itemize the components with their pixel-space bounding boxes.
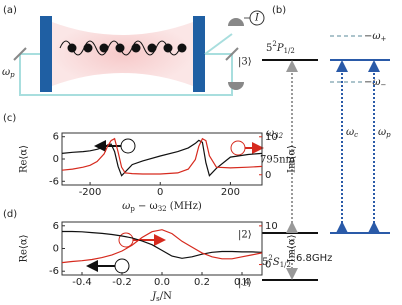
label-part: /N [160, 291, 172, 302]
t: 5 [262, 257, 268, 268]
x-tick-label: 0.2 [194, 277, 210, 288]
y-tick-label: -6 [49, 266, 59, 277]
t: 2 [272, 40, 276, 48]
t: 2 [268, 254, 272, 262]
x-tick-label: -0.2 [112, 277, 132, 288]
y2-tick-label: 0 [265, 170, 271, 181]
detector [228, 82, 244, 90]
label-part: (MHz) [167, 201, 202, 212]
panel-b: (b) |3⟩ |2⟩ |1⟩ 52P1/2 52S1/2 −ω+ −ω− ω3… [238, 5, 391, 289]
mirror [193, 16, 205, 92]
sideband-label: −ω+ [364, 31, 387, 44]
t: P [276, 43, 284, 54]
ket: |1⟩ [238, 278, 252, 289]
panel-label: (c) [3, 113, 16, 124]
mirror [40, 16, 52, 92]
ket: |3⟩ [238, 57, 252, 68]
panel-a: (a) I ωp [2, 5, 265, 96]
chart: (d) -0.4 -0.2 0.0 0.2 0.4 -6 0 6 0 10 Re⟨α⟩ Im⟨α⟩ Js/… [3, 209, 298, 303]
subscript: 32 [158, 205, 167, 213]
y-tick-label: 6 [53, 221, 59, 232]
label-part: ω [122, 201, 130, 212]
t: 32 [274, 132, 283, 140]
wavelength: 795nm [260, 155, 296, 166]
x-tick-label: 0.4 [234, 277, 250, 288]
y-axis-label: Re⟨α⟩ [19, 145, 30, 173]
subscript: s [156, 295, 160, 303]
y-axis-label: Re⟨α⟩ [19, 234, 30, 262]
ket: |2⟩ [238, 230, 252, 241]
beam-splitter [13, 47, 27, 61]
symbol: ω [2, 67, 10, 78]
label-part: − ω [135, 201, 158, 212]
y-tick-label: 0 [53, 154, 59, 165]
x-tick-label: 200 [221, 187, 240, 198]
annotations-c [94, 138, 264, 156]
x-tick-label: 0.0 [154, 277, 170, 288]
probe-label: ωp [378, 127, 391, 140]
y2-tick-label: 10 [265, 132, 278, 143]
t: −ω [364, 31, 381, 42]
atoms [67, 43, 187, 53]
beam-splitter [225, 47, 239, 61]
series-line [61, 229, 263, 264]
x-tick-label: -0.4 [72, 277, 92, 288]
x-axis-label: Js/N [150, 291, 172, 304]
probe-label: ωp [2, 67, 15, 80]
marker-circle [120, 138, 136, 154]
annotations-d [86, 232, 166, 274]
y2-axis-label: Im⟨α⟩ [287, 145, 298, 173]
y2-axis-label: Im⟨α⟩ [287, 234, 298, 262]
cavity-beam [52, 22, 193, 86]
panel-label: (d) [3, 209, 17, 220]
meter [249, 10, 265, 26]
t: p [386, 131, 391, 139]
t: ω [346, 127, 354, 138]
t: S [273, 257, 280, 268]
t: 1/2 [284, 47, 295, 55]
y-tick-label: 0 [53, 244, 59, 255]
marker-circle [114, 258, 130, 274]
panel-label: (b) [272, 5, 286, 16]
subscript: p [10, 71, 15, 79]
t: ω [266, 128, 274, 139]
label-part: J [150, 291, 157, 302]
panel-label: (a) [3, 5, 17, 16]
y-tick-label: -6 [49, 176, 59, 187]
beam-path [204, 33, 233, 55]
y2-tick-label: 10 [265, 221, 278, 232]
t: − [381, 81, 387, 89]
detector-label: I [254, 13, 260, 24]
y2-tick-label: 0 [265, 260, 271, 271]
x-tick-label: 0 [157, 187, 163, 198]
plot-frame [61, 132, 263, 186]
series-line [61, 137, 263, 175]
sideband-label: −ω− [364, 77, 387, 90]
marker-circle [118, 232, 134, 248]
detector [228, 18, 244, 26]
x-axis-label: ωp − ω32 (MHz) [122, 201, 202, 214]
t: ω [378, 127, 386, 138]
marker-circle [230, 140, 246, 156]
x-tick-label: -200 [79, 187, 102, 198]
coupling-label: ωc [346, 127, 358, 140]
t: + [381, 35, 387, 43]
t: −ω [364, 77, 381, 88]
term: 52S1/2 [262, 254, 291, 269]
t: 1/2 [280, 261, 291, 269]
transition-label: ω32 [266, 128, 284, 141]
series-line [61, 139, 263, 177]
t: 5 [266, 43, 272, 54]
subscript: p [130, 205, 135, 213]
term: 52P1/2 [266, 40, 295, 55]
y-tick-label: 6 [53, 132, 59, 143]
t: c [354, 131, 358, 139]
splitting: 6.8GHz [296, 253, 332, 264]
series-line [62, 230, 263, 259]
